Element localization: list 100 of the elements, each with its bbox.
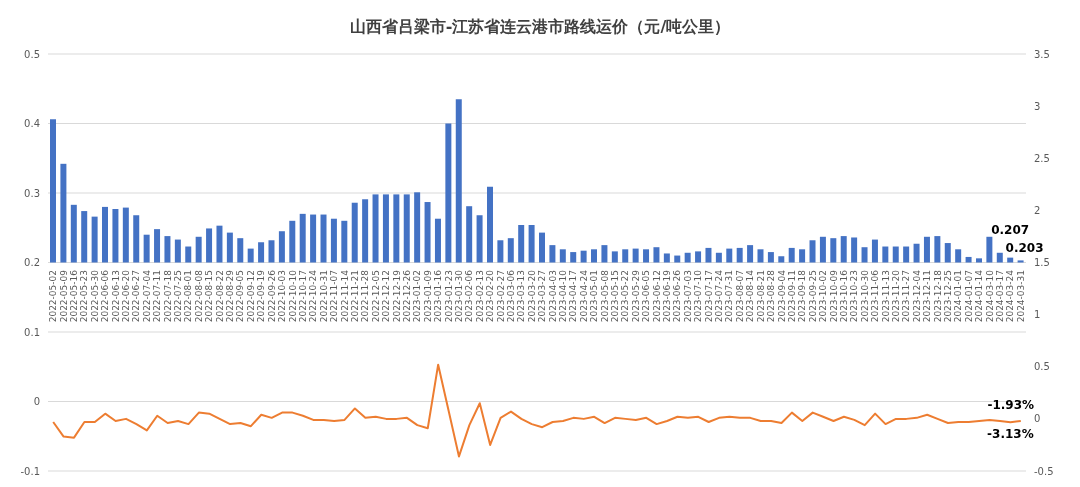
- x-tick-label: 2023-01-30: [453, 269, 464, 323]
- bar: [695, 251, 702, 263]
- x-tick-label: 2023-09-18: [797, 269, 808, 323]
- bar: [913, 243, 920, 263]
- x-tick-label: 2022-06-20: [121, 269, 132, 323]
- bar: [466, 206, 473, 263]
- bar: [195, 236, 202, 263]
- chart-title: 山西省吕梁市-江苏省连云港市路线运价（元/吨公里）: [349, 17, 731, 36]
- x-tick-label: 2023-02-27: [495, 270, 506, 323]
- x-tick-label: 2022-06-06: [100, 269, 111, 323]
- bar: [975, 258, 982, 263]
- x-tick-label: 2023-05-22: [620, 270, 631, 323]
- x-tick-label: 2023-08-14: [745, 269, 756, 323]
- x-tick-label: 2023-02-06: [464, 269, 475, 323]
- bar: [955, 249, 962, 263]
- bar: [154, 229, 161, 263]
- x-tick-label: 2023-01-16: [433, 269, 444, 323]
- bar: [341, 220, 348, 263]
- x-tick-label: 2023-07-10: [693, 269, 704, 323]
- bar: [715, 252, 722, 263]
- bar: [871, 239, 878, 263]
- bar: [549, 245, 556, 263]
- x-tick-label: 2023-10-23: [849, 270, 860, 323]
- x-tick-label: 2023-12-11: [922, 270, 933, 323]
- bar: [112, 208, 119, 263]
- bar: [258, 242, 265, 263]
- y-tick-label: 0.3: [24, 187, 40, 199]
- bar: [965, 256, 972, 263]
- x-tick-label: 2022-12-26: [401, 269, 412, 323]
- bar: [164, 236, 171, 263]
- bar: [518, 224, 525, 263]
- y2-tick-label: 2: [1034, 204, 1041, 216]
- x-tick-label: 2022-07-11: [152, 270, 163, 323]
- bar: [996, 252, 1003, 263]
- y2-tick-label: 1: [1034, 309, 1041, 321]
- x-tick-label: 2023-03-13: [516, 270, 527, 323]
- x-tick-label: 2023-03-20: [526, 269, 537, 323]
- x-tick-label: 2023-10-30: [859, 269, 870, 323]
- y2-tick-label: 1.5: [1034, 257, 1050, 269]
- data-label: -1.93%: [987, 397, 1035, 412]
- x-tick-label: 2022-10-17: [297, 270, 308, 323]
- bar: [60, 163, 67, 263]
- x-tick-label: 2022-05-02: [48, 270, 59, 323]
- bar: [591, 249, 598, 263]
- y2-tick-label: 3: [1034, 100, 1041, 112]
- x-tick-label: 2022-05-09: [58, 269, 69, 323]
- bar: [486, 186, 493, 263]
- x-tick-label: 2022-08-29: [225, 269, 236, 323]
- bar: [174, 239, 181, 263]
- x-tick-label: 2023-08-28: [766, 269, 777, 323]
- bar: [50, 119, 56, 263]
- bar: [705, 247, 712, 263]
- x-tick-label: 2023-05-01: [589, 270, 600, 323]
- x-tick-label: 2023-01-09: [422, 269, 433, 323]
- x-tick-label: 2022-05-23: [79, 270, 90, 323]
- bar: [882, 246, 889, 263]
- bar: [91, 216, 98, 263]
- bar: [330, 218, 337, 263]
- x-tick-label: 2023-09-11: [786, 270, 797, 323]
- bar: [299, 213, 306, 263]
- x-tick-label: 2023-12-18: [932, 269, 943, 323]
- x-tick-label: 2022-07-18: [162, 269, 173, 323]
- x-tick-label: 2022-10-24: [308, 269, 319, 323]
- bar: [445, 123, 452, 263]
- y2-tick-label: -0.5: [1034, 465, 1054, 477]
- bar: [923, 236, 930, 263]
- x-tick-label: 2022-09-05: [235, 270, 246, 323]
- x-tick-label: 2022-10-10: [287, 269, 298, 323]
- bar: [809, 240, 816, 263]
- x-tick-label: 2023-10-16: [838, 269, 849, 323]
- bar: [663, 253, 670, 263]
- x-tick-label: 2022-08-01: [183, 270, 194, 323]
- bar: [570, 252, 577, 263]
- bar: [861, 247, 868, 263]
- bar: [747, 245, 754, 263]
- y-tick-label: 0: [33, 396, 40, 408]
- x-tick-label: 2023-12-25: [942, 270, 953, 323]
- x-tick-label: 2022-10-31: [318, 270, 329, 323]
- bar: [102, 206, 109, 263]
- bar: [986, 236, 993, 263]
- x-tick-label: 2024-01-07: [963, 270, 974, 323]
- x-tick-label: 2023-01-02: [412, 270, 423, 323]
- x-tick-label: 2022-07-25: [173, 270, 184, 323]
- bar: [70, 204, 77, 263]
- bar: [237, 238, 244, 263]
- bar: [1007, 257, 1014, 263]
- y2-tick-label: 3.5: [1034, 48, 1050, 60]
- x-tick-label: 2022-08-08: [193, 269, 204, 323]
- x-tick-label: 2022-11-28: [360, 269, 371, 323]
- x-tick-label: 2022-06-27: [131, 270, 142, 323]
- data-label: 0.207: [991, 222, 1030, 237]
- bar: [320, 214, 327, 263]
- bar: [851, 237, 858, 263]
- x-tick-label: 2022-12-05: [370, 270, 381, 323]
- bar: [247, 248, 254, 263]
- x-tick-label: 2022-08-15: [204, 270, 215, 323]
- bar: [351, 202, 358, 263]
- bar: [674, 255, 681, 263]
- y-tick-label: 0.2: [24, 257, 40, 269]
- bar: [226, 232, 233, 263]
